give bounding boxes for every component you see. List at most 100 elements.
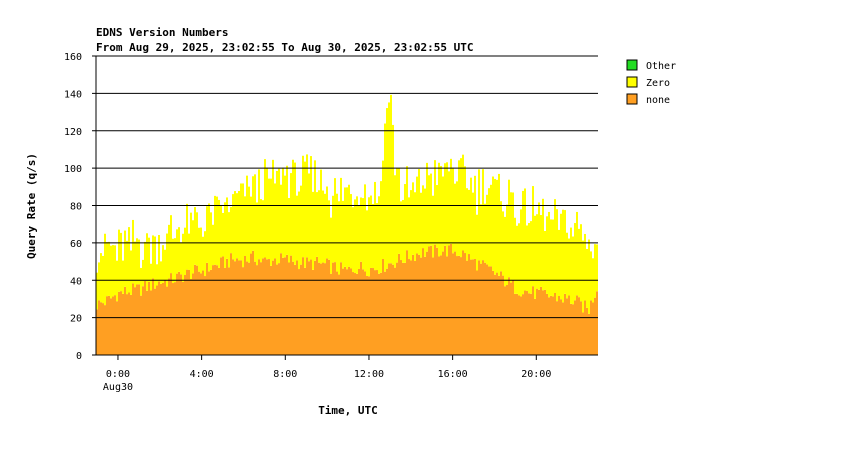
bar-zero xyxy=(422,185,424,249)
bar-none xyxy=(110,298,112,355)
bar-zero xyxy=(288,198,290,263)
bar-none xyxy=(470,259,472,355)
bar-none xyxy=(592,302,594,355)
bar-none xyxy=(594,297,596,355)
bar-zero xyxy=(520,209,522,297)
bar-zero xyxy=(142,259,144,287)
bar-none xyxy=(356,273,358,355)
bar-none xyxy=(552,296,554,355)
bar-none xyxy=(266,259,268,355)
bar-none xyxy=(146,290,148,355)
bar-none xyxy=(358,268,360,355)
bar-zero xyxy=(314,160,316,261)
bar-none xyxy=(432,257,434,355)
bar-none xyxy=(494,274,496,355)
bar-none xyxy=(504,286,506,355)
bar-none xyxy=(210,269,212,355)
bar-none xyxy=(468,254,470,355)
bar-zero xyxy=(168,224,170,279)
bar-none xyxy=(218,267,220,355)
series-zero xyxy=(96,94,598,314)
bar-zero xyxy=(510,192,512,283)
bar-none xyxy=(226,258,228,355)
bar-none xyxy=(272,260,274,355)
bar-none xyxy=(404,262,406,355)
bar-zero xyxy=(166,233,168,287)
bar-zero xyxy=(204,231,206,277)
bar-zero xyxy=(184,227,186,276)
bar-zero xyxy=(588,239,590,314)
bar-none xyxy=(364,271,366,355)
bar-zero xyxy=(178,227,180,272)
bar-zero xyxy=(406,166,408,251)
x-tick-label: 4:00 xyxy=(190,369,214,380)
bar-zero xyxy=(396,167,398,263)
bar-zero xyxy=(284,175,286,258)
bar-zero xyxy=(328,200,330,260)
bar-zero xyxy=(348,184,350,267)
bar-none xyxy=(528,293,530,355)
bar-none xyxy=(412,254,414,355)
bar-zero xyxy=(440,166,442,256)
bar-zero xyxy=(96,272,98,310)
bar-none xyxy=(96,309,98,355)
bar-none xyxy=(156,285,158,355)
bar-none xyxy=(128,292,130,355)
bar-zero xyxy=(562,209,564,303)
bar-zero xyxy=(512,192,514,280)
bar-none xyxy=(354,273,356,355)
bar-zero xyxy=(444,163,446,246)
bar-zero xyxy=(372,203,374,269)
bar-none xyxy=(154,288,156,355)
bar-zero xyxy=(538,202,540,290)
bar-zero xyxy=(218,199,220,268)
bar-zero xyxy=(194,207,196,265)
x-tick-label: 20:00 xyxy=(521,369,551,380)
bar-zero xyxy=(310,156,312,260)
bar-zero xyxy=(426,162,428,252)
bar-zero xyxy=(546,216,548,294)
bar-none xyxy=(222,256,224,355)
bar-none xyxy=(408,259,410,355)
bar-none xyxy=(564,293,566,355)
bar-none xyxy=(182,281,184,355)
bar-none xyxy=(456,256,458,355)
bar-none xyxy=(546,293,548,355)
bar-none xyxy=(554,292,556,355)
bar-zero xyxy=(488,188,490,267)
bar-zero xyxy=(364,184,366,272)
bar-zero xyxy=(346,187,348,270)
bar-zero xyxy=(238,190,240,261)
bar-none xyxy=(202,270,204,355)
bar-none xyxy=(246,261,248,355)
bar-none xyxy=(134,287,136,355)
bar-zero xyxy=(104,233,106,306)
bar-none xyxy=(402,262,404,355)
bar-none xyxy=(492,270,494,355)
bar-none xyxy=(168,278,170,355)
bar-zero xyxy=(436,185,438,248)
x-tick-sublabel: Aug30 xyxy=(103,382,133,393)
bar-none xyxy=(308,261,310,355)
bar-none xyxy=(514,293,516,355)
bar-none xyxy=(578,297,580,355)
bar-zero xyxy=(586,248,588,308)
bar-none xyxy=(516,293,518,355)
bar-zero xyxy=(530,221,532,294)
bar-zero xyxy=(210,212,212,270)
bar-none xyxy=(538,289,540,355)
bar-zero xyxy=(542,198,544,291)
bar-zero xyxy=(498,173,500,276)
bar-none xyxy=(336,271,338,355)
legend-label-none: none xyxy=(646,95,670,106)
bar-zero xyxy=(120,232,122,292)
bar-none xyxy=(378,273,380,355)
bar-none xyxy=(428,246,430,355)
bar-zero xyxy=(256,202,258,266)
bar-none xyxy=(256,265,258,355)
bar-none xyxy=(206,262,208,355)
bar-zero xyxy=(320,169,322,264)
bar-zero xyxy=(122,260,124,294)
bar-none xyxy=(506,285,508,355)
bar-none xyxy=(510,282,512,355)
